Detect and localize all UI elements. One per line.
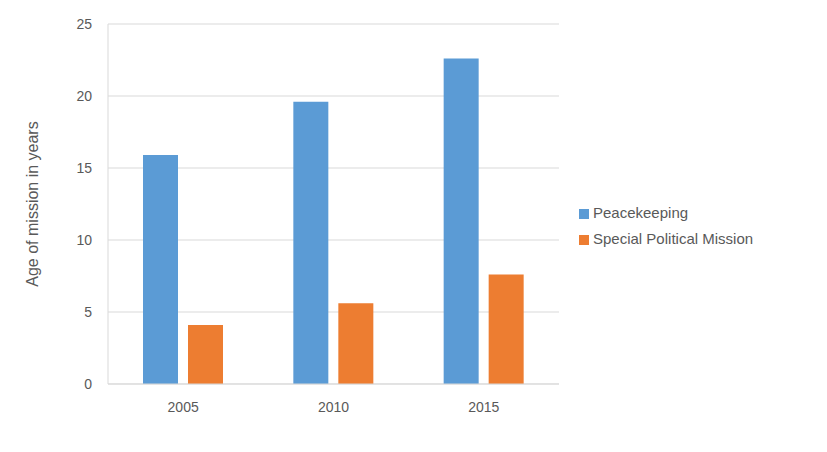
svg-text:5: 5 [84, 304, 92, 320]
svg-text:0: 0 [84, 376, 92, 392]
html-text:Peacekeeping: Peacekeeping [593, 204, 689, 221]
svg-text:2015: 2015 [468, 399, 499, 415]
svg-text:20: 20 [76, 88, 92, 104]
html-text:Special Political Mission: Special Political Mission [593, 230, 754, 247]
svg-text:Age of mission in years: Age of mission in years [24, 121, 41, 286]
svg-text:10: 10 [76, 232, 92, 248]
svg-text:15: 15 [76, 160, 92, 176]
svg-text:2010: 2010 [318, 399, 349, 415]
svg-text:25: 25 [76, 16, 92, 32]
svg-text:2005: 2005 [168, 399, 199, 415]
